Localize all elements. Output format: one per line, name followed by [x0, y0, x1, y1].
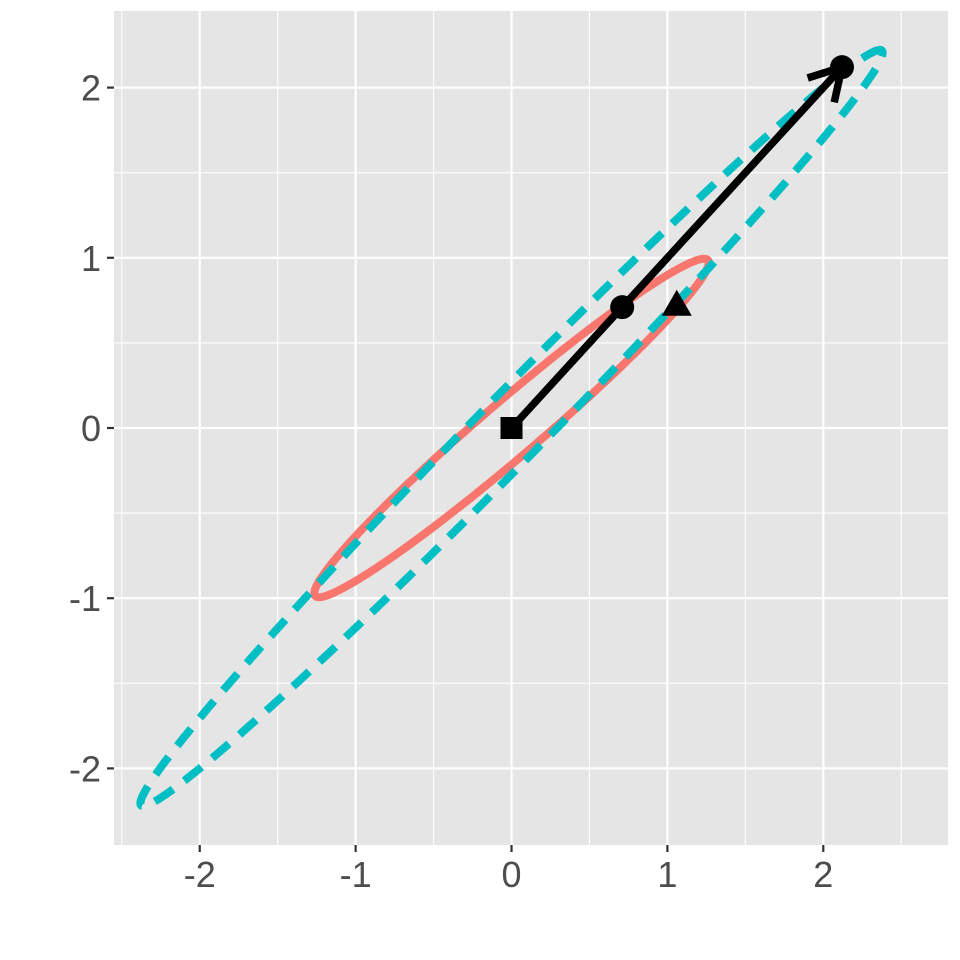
- axis-ticks: [107, 86, 825, 852]
- major-gridlines: [114, 11, 948, 845]
- x-tick-label: 1: [657, 854, 677, 895]
- x-tick-label: 0: [501, 854, 521, 895]
- ellipse-2: [136, 45, 887, 811]
- y-tick-label: -1: [69, 578, 101, 619]
- points-layer: [500, 55, 854, 439]
- y-tick-label: 2: [81, 68, 101, 109]
- x-tick-label: 2: [813, 854, 833, 895]
- point-circle-2: [610, 295, 635, 320]
- y-tick-label: 0: [81, 408, 101, 449]
- y-tick-labels: -2 -1 0 1 2: [69, 68, 101, 790]
- point-square: [500, 417, 523, 439]
- y-tick-label: 1: [81, 238, 101, 279]
- y-tick-label: -2: [69, 748, 101, 789]
- point-circle-3: [829, 55, 854, 80]
- point-triangle: [661, 289, 692, 316]
- x-tick-label: -2: [184, 854, 216, 895]
- x-tick-labels: -2 -1 0 1 2: [184, 854, 834, 895]
- arrow-shaft-1: [508, 64, 845, 431]
- x-tick-label: -1: [340, 854, 372, 895]
- ellipses-layer: [136, 45, 887, 811]
- ellipse-1: [310, 254, 713, 602]
